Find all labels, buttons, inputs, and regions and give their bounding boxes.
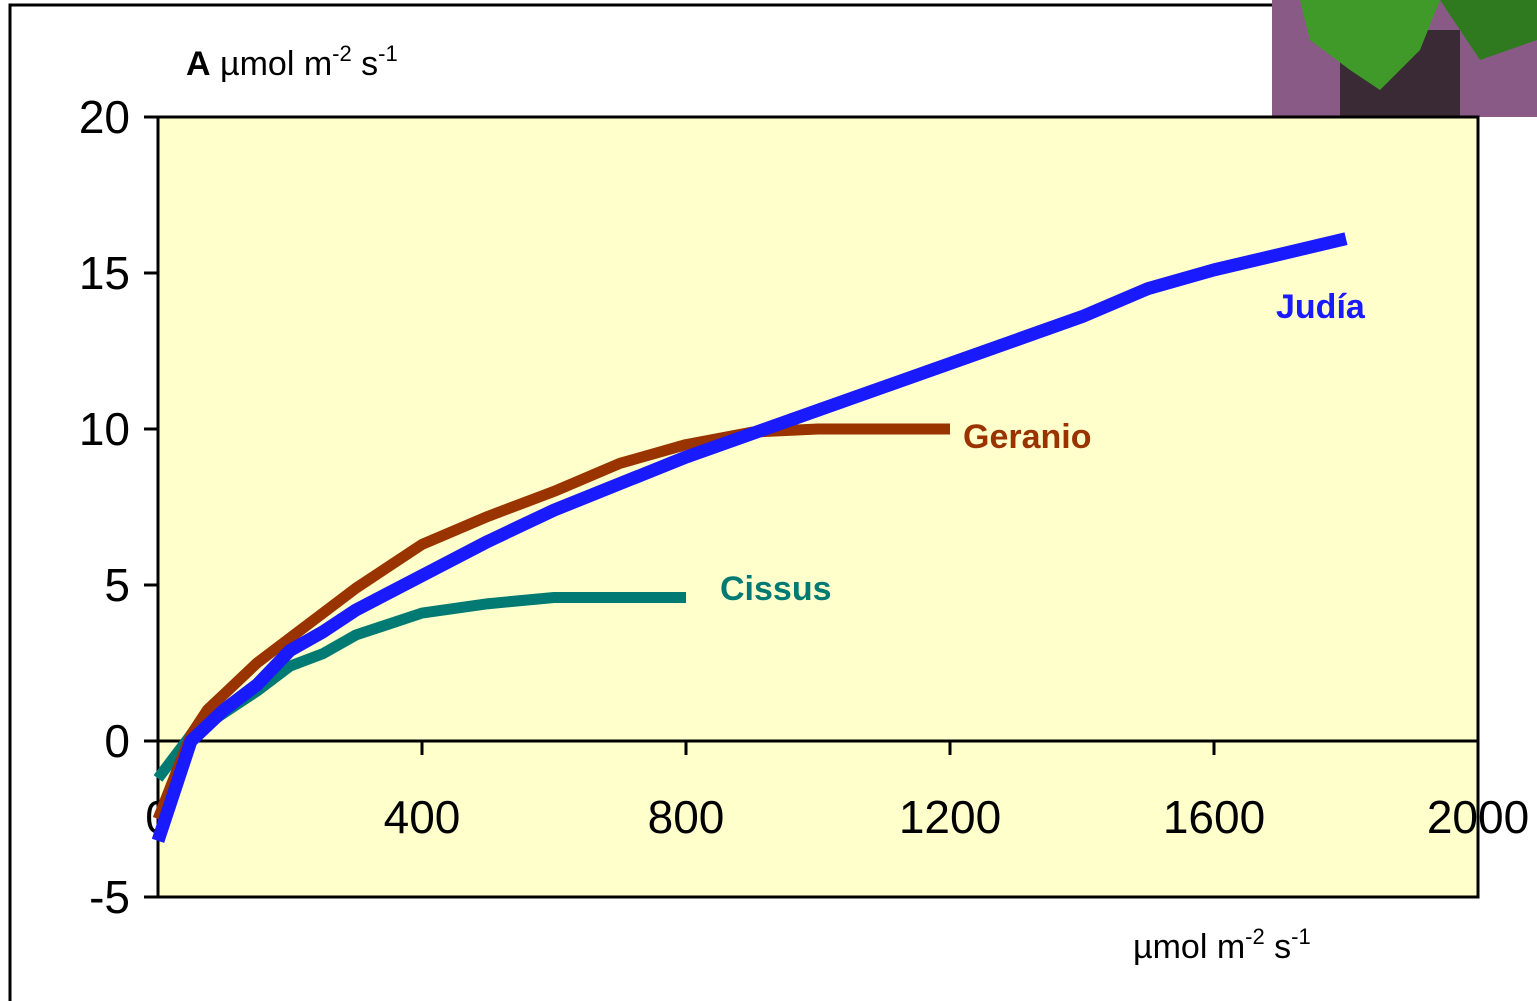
label-part: A (186, 45, 211, 83)
y-tick-label: 0 (104, 715, 130, 767)
y-tick-label: 5 (104, 559, 130, 611)
photo (1272, 0, 1537, 117)
x-tick-label: 2000 (1427, 791, 1529, 843)
x-tick-label: 800 (648, 791, 725, 843)
x-tick-label: 1200 (899, 791, 1001, 843)
label-part: -2 (1245, 924, 1265, 949)
plot-area (156, 115, 1480, 899)
y-tick-label: 20 (79, 91, 130, 143)
label-part: µmol m (211, 45, 333, 83)
series-label: Judía (1276, 288, 1366, 326)
label-part: s (352, 45, 378, 83)
x-label: µmol m-2 s-1 (1133, 924, 1311, 966)
y-tick-label: -5 (89, 871, 130, 923)
x-tick-label: 1600 (1163, 791, 1265, 843)
y-label: A µmol m-2 s-1 (186, 41, 398, 83)
y-tick-label: 10 (79, 403, 130, 455)
series-label: Cissus (720, 570, 832, 608)
series-line (151, 232, 1348, 843)
label-part: -1 (378, 41, 398, 66)
series-label: Geranio (963, 418, 1091, 456)
x-tick-label: 400 (384, 791, 461, 843)
frame (8, 3, 1537, 1001)
label-part: s (1265, 928, 1291, 966)
label-part: -2 (332, 41, 352, 66)
label-part: -1 (1291, 924, 1311, 949)
y-tick-label: 15 (79, 247, 130, 299)
label-part: µmol m (1133, 928, 1245, 966)
